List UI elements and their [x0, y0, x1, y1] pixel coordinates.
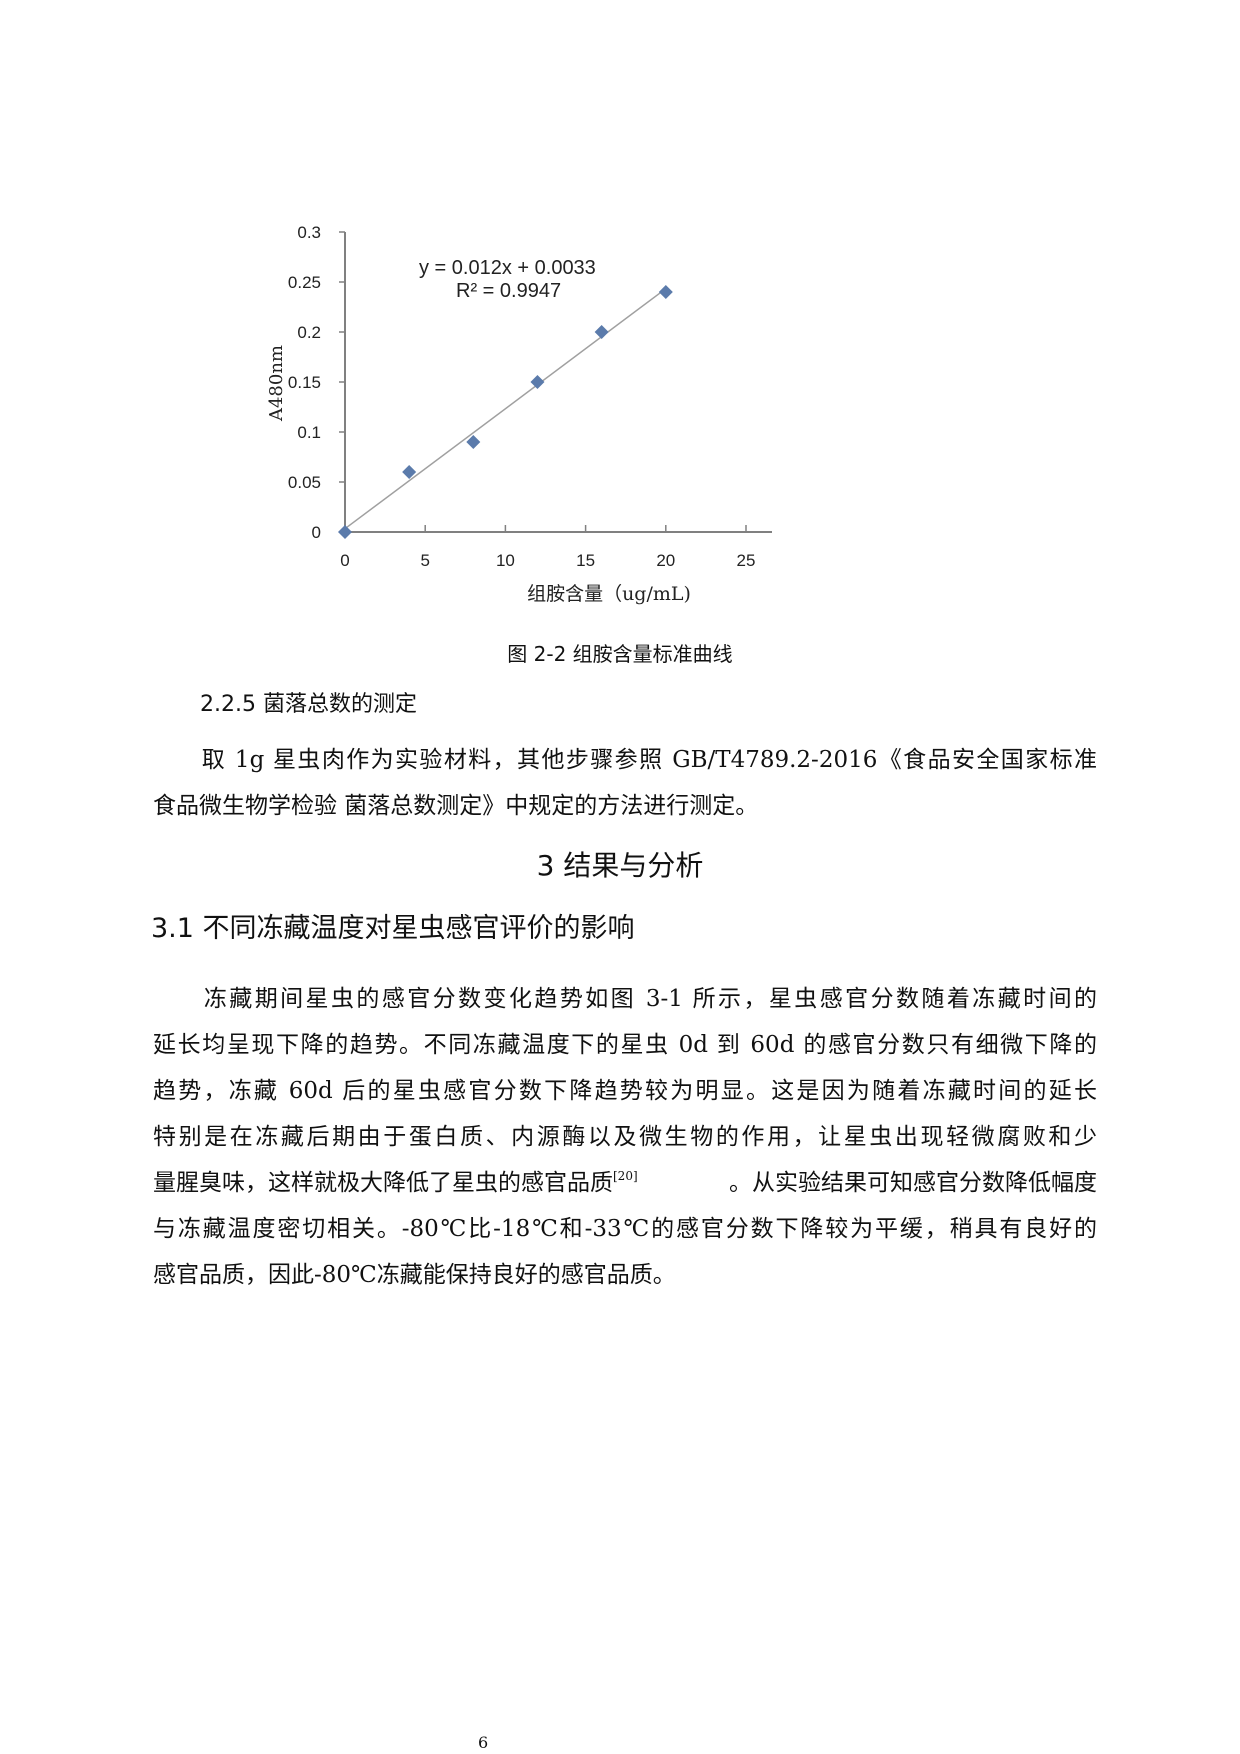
data-point [466, 435, 481, 449]
text-span: 量腥臭味，这样就极大降低了星虫的感官品质 [153, 1170, 613, 1196]
y-tick-label: 0 [312, 523, 321, 542]
data-point [658, 285, 673, 299]
paragraph-line: 量腥臭味，这样就极大降低了星虫的感官品质[20] 。从实验结果可知感官分数降低幅… [153, 1163, 1097, 1197]
x-tick-label: 10 [496, 551, 515, 570]
y-tick-label: 0.1 [297, 423, 321, 442]
page-number: 6 [478, 1733, 489, 1752]
x-tick-label: 5 [420, 551, 429, 570]
paragraph-line: 食品微生物学检验 菌落总数测定》中规定的方法进行测定。 [153, 793, 759, 819]
y-tick-label: 0.15 [288, 373, 321, 392]
paragraph-line: 与冻藏温度密切相关。-80℃比-18℃和-33℃的感官分数下降较为平缓，稍具有良… [153, 1216, 1097, 1242]
x-tick-label: 0 [340, 551, 349, 570]
trend-r2: R² = 0.9947 [456, 280, 561, 302]
y-tick-label: 0.2 [297, 323, 321, 342]
y-tick-label: 0.05 [288, 473, 321, 492]
x-tick-label: 20 [656, 551, 675, 570]
x-tick-label: 15 [576, 551, 595, 570]
paragraph-line: 冻藏期间星虫的感官分数变化趋势如图 3-1 所示，星虫感官分数随着冻藏时间的 [153, 986, 1097, 1012]
data-point [594, 325, 609, 339]
paragraph-line: 趋势，冻藏 60d 后的星虫感官分数下降趋势较为明显。这是因为随着冻藏时间的延长 [153, 1078, 1097, 1104]
trendline [344, 288, 667, 530]
standard-curve-chart: 0 5 10 15 20 25 0 0.05 0.1 0.15 0.2 0.25 0.3 y = 0.0… [266, 223, 772, 605]
paragraph-line: 取 1g 星虫肉作为实验材料，其他步骤参照 GB/T4789.2-2016《食品… [153, 747, 1097, 773]
x-tick-label: 25 [737, 551, 756, 570]
paragraph-line: 特别是在冻藏后期由于蛋白质、内源酶以及微生物的作用，让星虫出现轻微腐败和少 [153, 1124, 1097, 1150]
y-axis-label: A480nm [266, 345, 287, 422]
figure-caption: 图 2-2 组胺含量标准曲线 [507, 642, 733, 666]
x-axis-label: 组胺含量（ug/mL) [527, 583, 691, 605]
data-point [402, 465, 417, 479]
data-point [530, 375, 545, 389]
section-heading-3: 3 结果与分析 [536, 849, 704, 882]
section-heading-2-2-5: 2.2.5 菌落总数的测定 [200, 692, 417, 717]
paragraph-line: 感官品质，因此-80℃冻藏能保持良好的感官品质。 [153, 1262, 676, 1288]
trend-equation: y = 0.012x + 0.0033 [419, 257, 596, 279]
text-span: 。从实验结果可知感官分数降低幅度 [729, 1170, 1097, 1196]
y-tick-label: 0.25 [288, 273, 321, 292]
data-point [338, 525, 352, 539]
citation: [20] [613, 1169, 638, 1183]
paragraph-line: 延长均呈现下降的趋势。不同冻藏温度下的星虫 0d 到 60d 的感官分数只有细微… [153, 1032, 1097, 1058]
section-heading-3-1: 3.1 不同冻藏温度对星虫感官评价的影响 [151, 913, 635, 944]
y-tick-label: 0.3 [297, 223, 321, 242]
